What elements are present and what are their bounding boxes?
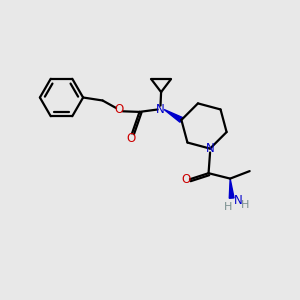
Text: N: N	[156, 103, 165, 116]
Text: H: H	[241, 200, 249, 210]
Text: N: N	[234, 194, 243, 207]
Text: O: O	[181, 173, 190, 186]
Text: H: H	[224, 202, 232, 212]
Polygon shape	[164, 110, 183, 122]
Polygon shape	[229, 178, 234, 198]
Text: O: O	[115, 103, 124, 116]
Text: N: N	[206, 142, 215, 155]
Text: O: O	[127, 132, 136, 145]
